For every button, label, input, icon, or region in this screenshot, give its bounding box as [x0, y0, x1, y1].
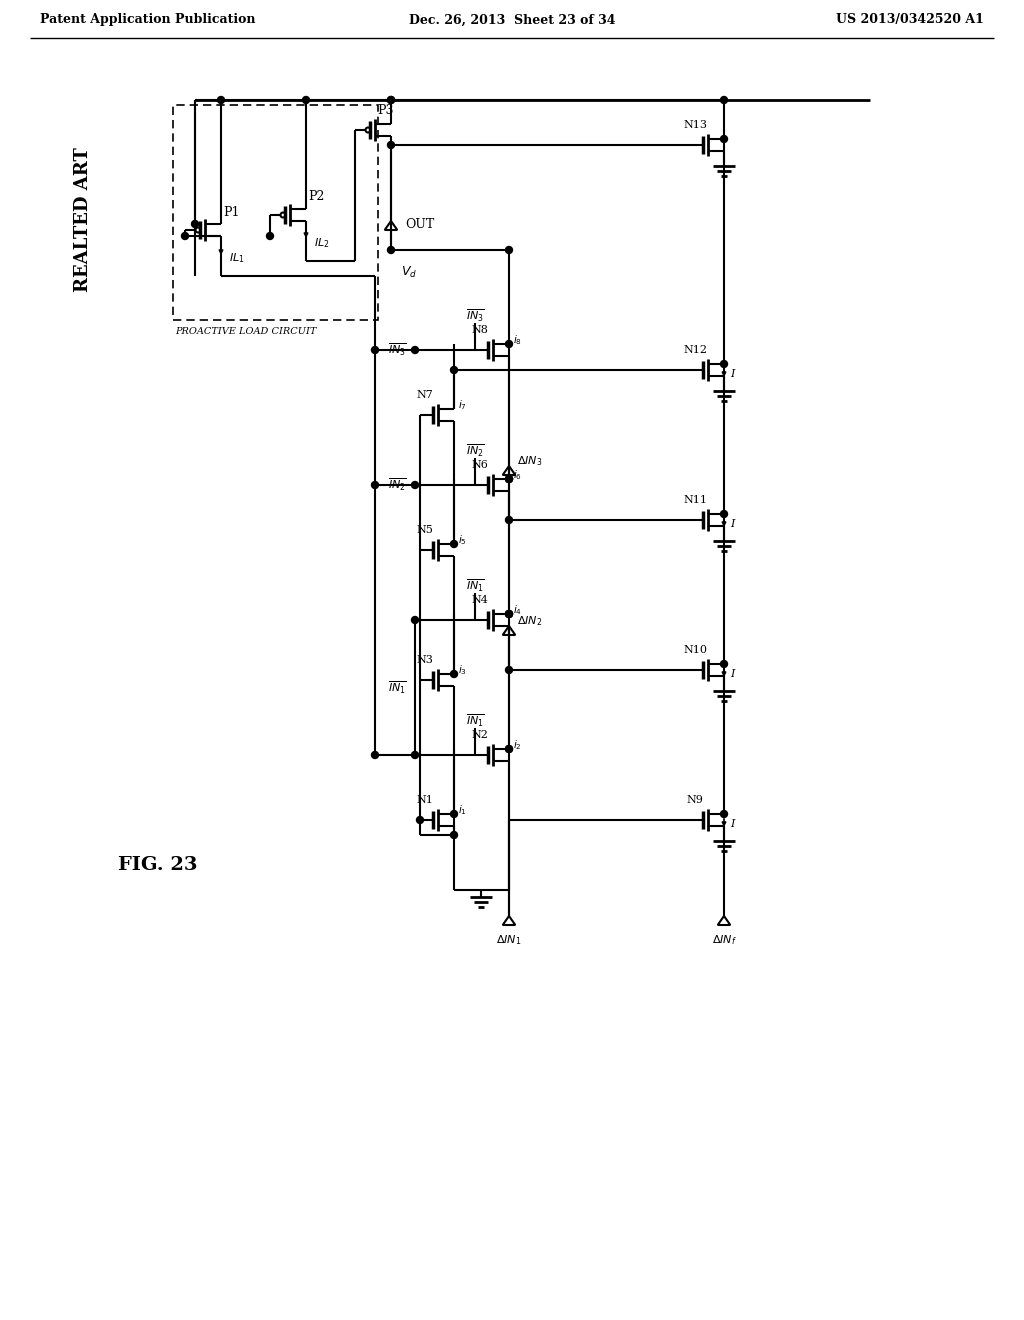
Text: $\Delta IN_f$: $\Delta IN_f$: [712, 933, 736, 946]
Circle shape: [506, 746, 512, 752]
Circle shape: [506, 610, 512, 618]
Circle shape: [506, 610, 512, 618]
Text: $IL_2$: $IL_2$: [314, 236, 330, 249]
Text: N3: N3: [417, 655, 433, 665]
Text: N6: N6: [472, 459, 488, 470]
Text: $\overline{IN_2}$: $\overline{IN_2}$: [388, 477, 407, 494]
Text: $\overline{IN_1}$: $\overline{IN_1}$: [466, 578, 484, 594]
Circle shape: [721, 96, 727, 103]
Text: P1: P1: [223, 206, 240, 219]
Text: $\overline{IN_1}$: $\overline{IN_1}$: [388, 680, 407, 696]
Text: FIG. 23: FIG. 23: [118, 855, 198, 874]
Bar: [173, 106, 378, 319]
Text: N4: N4: [472, 595, 488, 605]
Text: $i_4$: $i_4$: [513, 603, 522, 616]
Text: N10: N10: [683, 645, 707, 655]
Text: PROACTIVE LOAD CIRCUIT: PROACTIVE LOAD CIRCUIT: [175, 327, 316, 337]
Circle shape: [721, 660, 727, 668]
Text: N11: N11: [683, 495, 707, 506]
Text: P2: P2: [308, 190, 325, 203]
Circle shape: [506, 475, 512, 483]
Circle shape: [721, 136, 727, 143]
Text: $i_7$: $i_7$: [458, 399, 467, 412]
Text: N12: N12: [683, 345, 707, 355]
Circle shape: [721, 810, 727, 817]
Circle shape: [506, 247, 512, 253]
Circle shape: [387, 96, 394, 103]
Circle shape: [417, 817, 424, 824]
Circle shape: [372, 751, 379, 759]
Text: I: I: [730, 370, 734, 379]
Circle shape: [387, 247, 394, 253]
Circle shape: [266, 232, 273, 239]
Circle shape: [451, 540, 458, 548]
Circle shape: [721, 511, 727, 517]
Text: $\overline{IN_3}$: $\overline{IN_3}$: [388, 342, 407, 358]
Circle shape: [181, 232, 188, 239]
Text: I: I: [730, 818, 734, 829]
Circle shape: [412, 616, 419, 623]
Circle shape: [506, 341, 512, 347]
Text: US 2013/0342520 A1: US 2013/0342520 A1: [837, 13, 984, 26]
Text: REALTED ART: REALTED ART: [74, 148, 92, 292]
Text: $V_d$: $V_d$: [401, 264, 417, 280]
Text: $IL_1$: $IL_1$: [229, 251, 245, 265]
Text: $i_1$: $i_1$: [458, 803, 467, 817]
Text: N1: N1: [417, 795, 433, 805]
Text: N8: N8: [472, 325, 488, 335]
Circle shape: [506, 475, 512, 483]
Circle shape: [412, 482, 419, 488]
Text: I: I: [730, 519, 734, 529]
Circle shape: [506, 610, 512, 618]
Text: N9: N9: [686, 795, 703, 805]
Text: $i_2$: $i_2$: [513, 738, 521, 752]
Circle shape: [451, 671, 458, 677]
Circle shape: [506, 667, 512, 673]
Circle shape: [302, 96, 309, 103]
Text: N2: N2: [472, 730, 488, 741]
Text: N7: N7: [417, 389, 433, 400]
Circle shape: [451, 832, 458, 838]
Text: $\overline{IN_2}$: $\overline{IN_2}$: [466, 442, 484, 459]
Text: $i_8$: $i_8$: [513, 333, 522, 347]
Text: Dec. 26, 2013  Sheet 23 of 34: Dec. 26, 2013 Sheet 23 of 34: [409, 13, 615, 26]
Text: $i_3$: $i_3$: [458, 663, 467, 677]
Circle shape: [506, 475, 512, 483]
Text: $\Delta IN_2$: $\Delta IN_2$: [517, 614, 543, 628]
Text: Patent Application Publication: Patent Application Publication: [40, 13, 256, 26]
Circle shape: [191, 220, 199, 227]
Circle shape: [372, 346, 379, 354]
Text: $\overline{IN_1}$: $\overline{IN_1}$: [466, 713, 484, 729]
Text: P3: P3: [378, 103, 394, 116]
Circle shape: [721, 360, 727, 367]
Text: I: I: [730, 669, 734, 678]
Text: N5: N5: [417, 525, 433, 535]
Circle shape: [387, 141, 394, 149]
Text: $i_6$: $i_6$: [513, 469, 522, 482]
Circle shape: [412, 346, 419, 354]
Circle shape: [506, 516, 512, 524]
Circle shape: [451, 367, 458, 374]
Circle shape: [451, 810, 458, 817]
Text: OUT: OUT: [406, 218, 434, 231]
Text: $i_5$: $i_5$: [458, 533, 467, 546]
Text: N13: N13: [683, 120, 707, 129]
Text: $\Delta IN_3$: $\Delta IN_3$: [517, 454, 543, 467]
Circle shape: [412, 751, 419, 759]
Circle shape: [372, 482, 379, 488]
Circle shape: [506, 746, 512, 752]
Circle shape: [217, 96, 224, 103]
Text: $\overline{IN_3}$: $\overline{IN_3}$: [466, 308, 484, 325]
Text: $\Delta IN_1$: $\Delta IN_1$: [497, 933, 521, 946]
Circle shape: [387, 96, 394, 103]
